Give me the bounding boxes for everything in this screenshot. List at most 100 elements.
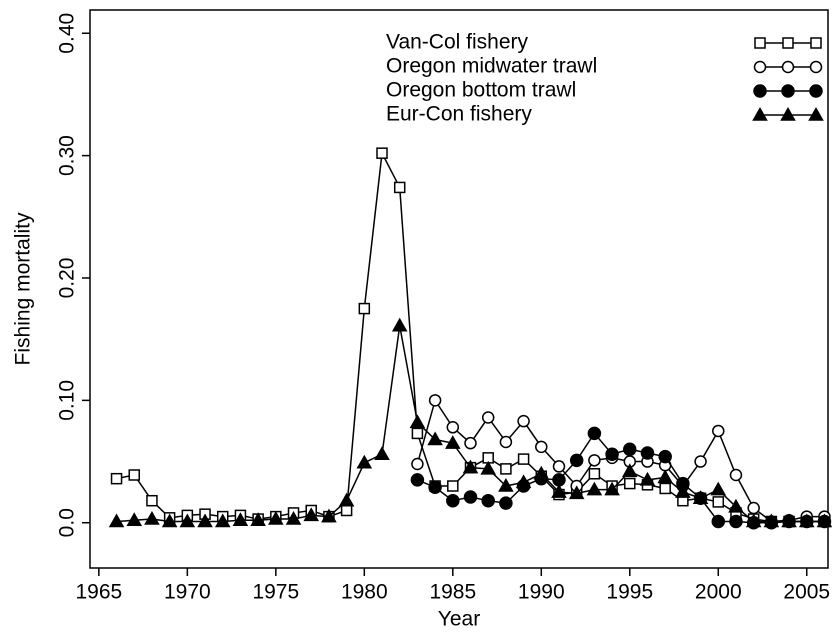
marker — [321, 508, 337, 523]
marker — [710, 481, 727, 496]
marker — [445, 435, 461, 449]
marker — [480, 460, 496, 475]
y-tick-label: 0.30 — [56, 135, 79, 176]
marker — [517, 414, 530, 428]
x-tick-label: 2000 — [695, 581, 742, 604]
x-tick-label: 1990 — [518, 581, 565, 604]
marker — [338, 492, 355, 507]
legend-marker — [780, 106, 796, 121]
marker — [447, 480, 459, 492]
marker — [639, 471, 656, 486]
legend-label: Van-Col fishery — [386, 31, 528, 54]
marker — [621, 463, 638, 478]
marker — [268, 511, 284, 525]
marker — [481, 411, 495, 424]
marker — [374, 446, 390, 460]
marker — [340, 504, 353, 517]
x-axis-label: Year — [438, 608, 480, 631]
marker — [798, 513, 815, 528]
x-tick-label: 1970 — [164, 581, 211, 604]
marker — [144, 511, 160, 525]
marker — [624, 477, 636, 490]
marker — [108, 513, 125, 528]
marker — [517, 453, 530, 465]
legend-marker — [782, 37, 794, 49]
marker — [763, 513, 780, 528]
marker — [446, 493, 460, 508]
y-tick-label: 0.10 — [56, 380, 79, 421]
marker — [161, 513, 178, 528]
marker — [605, 447, 619, 461]
marker — [568, 485, 585, 500]
marker — [781, 513, 797, 528]
marker — [640, 446, 655, 460]
legend-label: Oregon bottom trawl — [386, 79, 576, 102]
legend-marker — [781, 84, 795, 98]
legend-marker — [781, 60, 795, 74]
marker — [692, 490, 709, 504]
marker — [551, 484, 567, 498]
marker — [110, 472, 123, 485]
marker — [463, 490, 478, 504]
marker — [411, 457, 424, 471]
legend-label: Eur-Con fishery — [386, 103, 532, 126]
marker — [712, 496, 725, 508]
marker — [728, 498, 744, 513]
y-axis-label: Fishing mortality — [12, 212, 35, 365]
legend-marker — [808, 106, 824, 121]
marker — [427, 431, 443, 446]
marker — [428, 394, 442, 407]
series-line — [416, 398, 825, 523]
plot-frame — [89, 9, 829, 569]
marker — [393, 181, 406, 194]
marker — [552, 460, 566, 473]
x-tick-label: 1980 — [341, 581, 388, 604]
marker — [604, 481, 620, 496]
legend-marker — [754, 37, 766, 49]
x-tick-label: 1975 — [252, 581, 299, 604]
legend-marker — [809, 60, 823, 74]
marker — [657, 469, 673, 484]
marker — [745, 513, 762, 528]
marker — [285, 511, 302, 525]
marker — [533, 465, 550, 480]
marker — [729, 468, 743, 482]
legend-marker — [810, 37, 822, 49]
series-line — [417, 432, 825, 524]
marker — [587, 426, 602, 441]
marker — [411, 427, 424, 440]
marker — [816, 513, 832, 528]
marker — [535, 440, 548, 454]
x-tick-label: 1965 — [75, 581, 122, 604]
marker — [658, 449, 672, 464]
marker — [428, 480, 442, 494]
marker — [729, 514, 743, 529]
marker — [356, 454, 373, 469]
marker — [747, 501, 760, 515]
marker — [409, 414, 426, 429]
x-tick-label: 2005 — [783, 581, 830, 604]
marker — [481, 493, 495, 508]
marker — [499, 435, 513, 449]
marker — [250, 512, 266, 527]
marker — [659, 482, 671, 495]
marker — [358, 302, 371, 315]
marker — [569, 453, 584, 468]
marker — [391, 317, 408, 332]
y-tick-label: 0.40 — [56, 13, 79, 54]
legend-marker — [752, 106, 768, 121]
marker — [675, 484, 691, 498]
marker — [179, 513, 196, 528]
marker — [586, 481, 603, 496]
marker — [376, 147, 388, 159]
x-tick-label: 1985 — [429, 581, 476, 604]
marker — [515, 474, 532, 489]
marker — [197, 513, 213, 528]
marker — [214, 513, 231, 528]
marker — [446, 421, 460, 434]
marker — [146, 494, 158, 507]
marker — [623, 442, 637, 457]
marker — [410, 473, 425, 487]
marker — [232, 512, 249, 527]
